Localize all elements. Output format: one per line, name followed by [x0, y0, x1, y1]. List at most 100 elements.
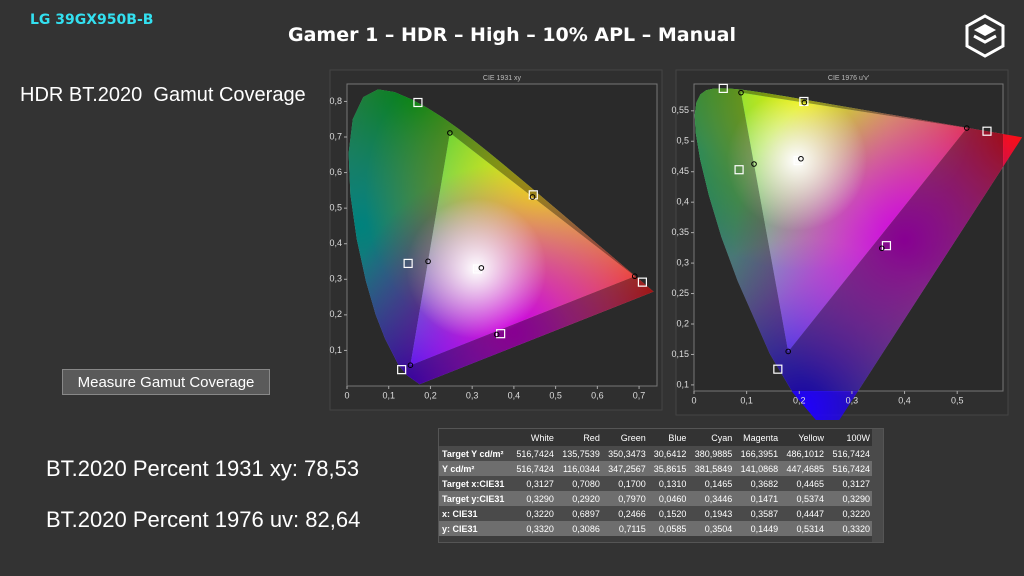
y-tick-label: 0,45: [671, 166, 689, 176]
cell: 141,0868: [740, 463, 779, 474]
table-row: Target x:CIE31 0,3127 0,7080 0,1700 0,1310 0,…: [439, 476, 873, 491]
cell: 116,0344: [562, 463, 600, 474]
cell: 166,3951: [740, 448, 779, 459]
measured-point: [801, 99, 808, 106]
gamut-glow: [741, 92, 867, 231]
x-tick-label: 0: [691, 395, 696, 405]
cell: 0,3220: [842, 508, 870, 519]
cell: 516,7424: [832, 463, 870, 474]
measured-point: [529, 194, 536, 200]
cell: 0,0460: [658, 493, 687, 504]
model-label: LG 39GX950B-B: [30, 12, 154, 28]
column-header: Cyan: [689, 429, 736, 446]
target-point: [773, 364, 783, 374]
measured-point: [963, 125, 970, 131]
measured-point: [631, 273, 638, 280]
measure-button[interactable]: Measure Gamut Coverage: [62, 369, 270, 395]
logo: [965, 14, 1005, 58]
x-tick-label: 0,6: [591, 390, 604, 400]
y-tick-label: 0,5: [329, 203, 342, 213]
column-header: Magenta: [735, 429, 782, 446]
cell: 0,3320: [526, 523, 554, 534]
scrollbar[interactable]: [872, 429, 883, 542]
cell: 516,7424: [516, 448, 554, 459]
cell: 486,1012: [786, 448, 825, 459]
cell: 0,1465: [704, 478, 733, 489]
cell: 0,3682: [750, 478, 779, 489]
y-tick-label: 0,35: [671, 227, 689, 237]
cell: 0,1471: [750, 493, 779, 504]
column-header: 100W: [827, 429, 873, 446]
measured-point: [493, 331, 500, 338]
column-header: Yellow: [781, 429, 828, 446]
y-tick-label: 0,5: [676, 136, 689, 146]
cell: 0,3504: [704, 523, 733, 534]
measured-point: [478, 265, 485, 271]
table-row: Target Y cd/m² 516,7424 135,7539 350,3473 30…: [439, 446, 873, 461]
cell: 0,4465: [796, 478, 825, 489]
target-point: [982, 126, 992, 136]
cell: 0,3127: [526, 478, 554, 489]
x-tick-label: 0,3: [466, 390, 479, 400]
measured-point: [447, 130, 453, 136]
cell: 0,2920: [572, 493, 600, 504]
y-tick-label: 0,3: [676, 257, 689, 267]
target-point: [718, 83, 728, 93]
target-point: [413, 97, 423, 108]
cell: 381,5849: [694, 463, 733, 474]
x-tick-label: 0,1: [740, 395, 753, 405]
measured-point: [785, 348, 791, 355]
y-tick-label: 0,25: [671, 288, 689, 298]
cell: 0,1449: [750, 523, 779, 534]
column-header: Green: [602, 429, 649, 446]
cell: 0,4447: [796, 508, 825, 519]
cell: 0,1943: [704, 508, 733, 519]
x-tick-label: 0,2: [424, 390, 437, 400]
cell: 0,3446: [704, 493, 733, 504]
table-row: y: CIE31 0,3320 0,3086 0,7115 0,0585 0,3504 0,…: [439, 521, 873, 536]
target-point: [403, 258, 413, 269]
cell: 0,3290: [526, 493, 554, 504]
x-tick-label: 0,2: [793, 395, 806, 405]
target-point: [472, 264, 483, 274]
cell: 0,1700: [618, 478, 646, 489]
x-tick-label: 0,4: [898, 395, 911, 405]
y-tick-label: 0,4: [329, 238, 342, 248]
cell: 135,7539: [562, 448, 600, 459]
row-label: x: CIE31: [442, 508, 478, 519]
y-tick-label: 0,2: [676, 318, 689, 328]
cell: 0,1520: [658, 508, 687, 519]
y-tick-label: 0,15: [671, 349, 689, 359]
column-header: Red: [556, 429, 603, 446]
data-table: White Red Green Blue Cyan Magenta Yellow 100W Ta…: [438, 428, 884, 543]
cell: 0,3220: [526, 508, 554, 519]
y-tick-label: 0,6: [329, 167, 342, 177]
y-tick-label: 0,3: [329, 274, 342, 284]
row-label: Target Y cd/m²: [442, 448, 504, 459]
measured-point: [738, 89, 744, 96]
cell: 0,6897: [572, 508, 600, 519]
target-point: [734, 165, 744, 175]
cell: 380,9885: [694, 448, 733, 459]
y-tick-label: 0,55: [671, 105, 689, 115]
cell: 35,8615: [653, 463, 687, 474]
table-row: x: CIE31 0,3220 0,6897 0,2466 0,1520 0,1943 0,…: [439, 506, 873, 521]
result-1976: BT.2020 Percent 1976 uv: 82,64: [46, 507, 361, 532]
title: Gamer 1 – HDR – High – 10% APL – Manual: [287, 24, 736, 46]
target-point: [637, 277, 647, 287]
measured-point: [879, 245, 885, 252]
measured-point: [407, 362, 414, 368]
cell: 0,7970: [618, 493, 646, 504]
x-tick-label: 0,3: [846, 395, 859, 405]
cell: 0,7115: [618, 523, 646, 534]
x-tick-label: 0: [344, 390, 349, 400]
cell: 0,1310: [658, 478, 687, 489]
target-point: [799, 96, 809, 107]
cell: 350,3473: [608, 448, 646, 459]
y-tick-label: 0,8: [329, 96, 342, 106]
row-label: Target y:CIE31: [442, 493, 505, 504]
column-header: Blue: [648, 429, 690, 446]
column-header: White: [511, 429, 557, 446]
gamut-glow: [410, 198, 547, 339]
